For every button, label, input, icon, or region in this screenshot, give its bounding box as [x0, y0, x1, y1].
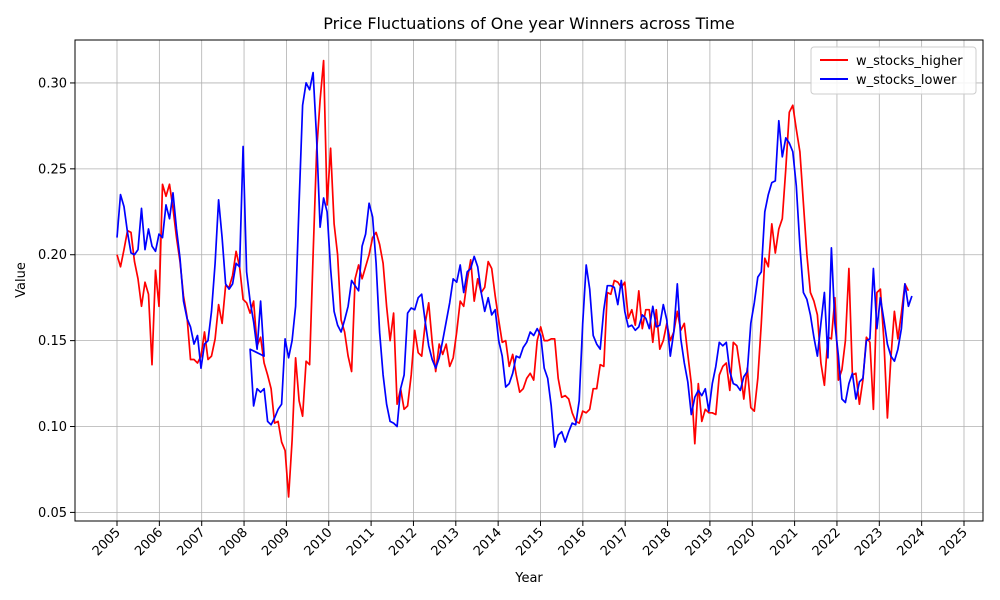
y-tick-label: 0.15 [38, 334, 67, 349]
legend-label-lower: w_stocks_lower [856, 73, 957, 88]
y-tick-label: 0.20 [38, 248, 67, 263]
y-tick-label: 0.30 [38, 76, 67, 91]
series-layer [116, 59, 913, 498]
legend-label-higher: w_stocks_higher [856, 54, 963, 69]
series-line-w-stocks-lower [116, 71, 913, 448]
plot-frame [74, 39, 984, 522]
y-tick-label: 0.05 [38, 506, 67, 521]
legend-box [810, 46, 977, 95]
x-axis-title: Year [514, 571, 543, 586]
y-tick-label: 0.10 [38, 420, 67, 435]
grid [75, 40, 983, 521]
chart-title: Price Fluctuations of One year Winners a… [323, 14, 735, 33]
y-axis: 0.05 0.10 0.15 0.20 0.25 0.30 [38, 76, 75, 521]
series-line-w-stocks-higher [116, 59, 910, 498]
legend: w_stocks_higher w_stocks_lower [810, 46, 977, 95]
y-axis-title: Value [14, 262, 29, 298]
y-tick-label: 0.25 [38, 162, 67, 177]
